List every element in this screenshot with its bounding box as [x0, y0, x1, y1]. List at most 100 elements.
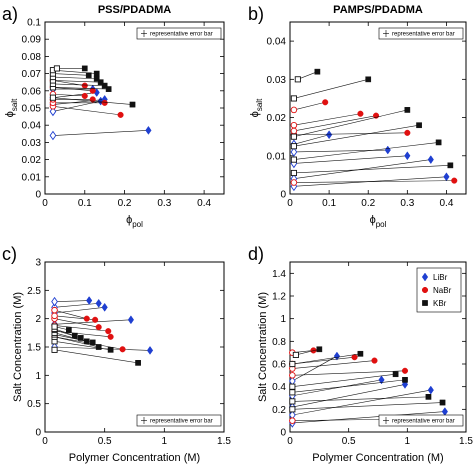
- tie-line-group: [49, 77, 104, 86]
- y-axis-label-symbol: ϕ: [4, 111, 16, 117]
- tie-line: [54, 300, 90, 302]
- tie-line: [52, 87, 109, 90]
- coacervate-point: [95, 324, 102, 331]
- tie-line: [292, 389, 431, 416]
- tie-line: [292, 402, 443, 410]
- y-tick-label: 0: [280, 190, 286, 201]
- x-tick-label: 0: [287, 198, 293, 209]
- tie-line: [52, 130, 149, 136]
- supernatant-point: [289, 360, 296, 368]
- tie-line: [297, 71, 318, 80]
- tie-line-group: [290, 145, 391, 157]
- panel-label: d): [248, 244, 264, 264]
- supernatant-point: [290, 156, 297, 163]
- error-bar-box: representative error bar: [378, 27, 464, 40]
- y-tick-label: 1: [280, 314, 286, 325]
- x-axis-label-symbol: ϕ: [126, 214, 132, 226]
- tie-line-group: [51, 306, 90, 322]
- supernatant-point: [289, 389, 296, 396]
- tie-line: [52, 76, 97, 80]
- coacervate-point: [333, 351, 341, 361]
- error-bar-label: representative error bar: [150, 32, 213, 38]
- coacervate-point: [402, 377, 408, 383]
- tie-line-group: [290, 162, 454, 177]
- tie-line-group: [290, 139, 442, 163]
- supernatant-point: [51, 296, 58, 307]
- error-bar-frame: [136, 414, 222, 427]
- x-tick-label: 0.1: [322, 198, 336, 209]
- tie-line-group: [288, 375, 385, 401]
- y-tick-label: 0.05: [22, 104, 42, 115]
- supernatant-point: [289, 372, 296, 379]
- tie-line-group: [49, 125, 152, 141]
- tie-line-group: [51, 323, 72, 333]
- x-tick-label: 0: [42, 198, 48, 209]
- coacervate-point: [427, 385, 434, 395]
- y-tick-label: 0.01: [22, 172, 42, 183]
- tie-line: [54, 349, 139, 364]
- legend-label-nabr: NaBr: [433, 286, 452, 295]
- tie-line-group: [290, 107, 411, 140]
- y-tick-label: 0.2: [272, 405, 286, 416]
- coacervate-point: [443, 172, 450, 182]
- tie-line: [293, 113, 361, 126]
- y-axis-label-symbol: ϕ: [249, 111, 261, 117]
- x-tick-label: 1.5: [459, 436, 473, 447]
- tie-line: [295, 348, 320, 356]
- tie-line: [292, 379, 382, 397]
- panel-b: b) PAMPS/PDADMA 0 0.1 0.2 0.3 0.4 0 0.01 0.02 0.03…: [248, 4, 467, 229]
- x-axis-label: Polymer Concentration (M): [312, 452, 443, 464]
- y-tick-label: 0.02: [267, 113, 287, 124]
- supernatant-point: [51, 312, 58, 320]
- x-tick-label: 0.1: [78, 198, 92, 209]
- x-tick-label: 1: [405, 436, 411, 447]
- coacervate-point: [384, 145, 391, 155]
- x-axis-label: ϕpol: [126, 214, 143, 229]
- x-tick-label: 0.2: [118, 198, 132, 209]
- coacervate-point: [107, 333, 114, 340]
- supernatant-point: [290, 147, 298, 157]
- tie-line: [54, 328, 75, 336]
- coacervate-point: [435, 139, 442, 146]
- tie-line: [293, 132, 408, 136]
- tie-line: [293, 115, 377, 132]
- supernatant-point: [51, 306, 58, 314]
- coacervate-point: [92, 316, 99, 323]
- coacervate-point: [326, 130, 333, 140]
- tie-line-group: [49, 73, 100, 82]
- y-tick-label: 0.04: [267, 37, 287, 48]
- tie-line: [52, 83, 105, 86]
- tie-line-group: [289, 377, 408, 396]
- coacervate-point: [404, 129, 411, 136]
- error-bar-label: representative error bar: [150, 419, 213, 425]
- y-tick-label: 0.02: [22, 155, 42, 166]
- tie-line: [52, 69, 97, 74]
- coacervate-point: [314, 68, 321, 75]
- y-tick-label: 0.4: [272, 382, 286, 393]
- supernatant-point: [289, 383, 296, 390]
- supernatant-point: [53, 65, 60, 72]
- tie-line-group: [51, 296, 93, 307]
- coacervate-point: [71, 332, 78, 339]
- supernatant-point: [294, 76, 301, 83]
- y-tick-label: 1: [35, 371, 41, 382]
- tie-line-group: [290, 177, 458, 186]
- tie-line: [292, 396, 429, 402]
- tie-line-group: [289, 357, 378, 372]
- tie-line-group: [49, 94, 136, 108]
- x-tick-label: 1.5: [217, 436, 231, 447]
- legend-marker-kbr: [422, 300, 428, 306]
- tie-line: [293, 134, 330, 145]
- y-tick-label: 0.03: [22, 138, 42, 149]
- tie-line-group: [51, 346, 141, 366]
- coacervate-point: [316, 346, 323, 353]
- y-axis-label: Salt Concentration (M): [12, 292, 24, 402]
- coacervate-point: [66, 327, 72, 333]
- tie-line: [54, 303, 99, 308]
- y-tick-label: 0.6: [272, 360, 286, 371]
- panel-d: d) 0 0.5 1 1.5 0 0.2 0.4 0.6 0.8 1 1.2 1.4 Polymer Co…: [248, 244, 473, 464]
- tie-line: [54, 307, 105, 314]
- coacervate-point: [392, 371, 399, 378]
- tie-line-group: [49, 70, 92, 79]
- coacervate-point: [81, 92, 88, 100]
